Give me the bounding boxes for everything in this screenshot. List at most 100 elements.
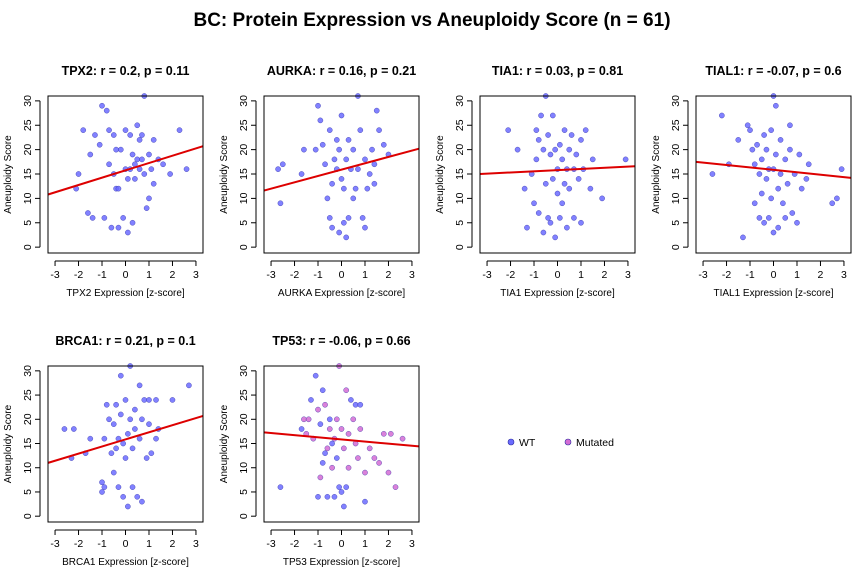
data-point (371, 180, 378, 187)
data-point (350, 416, 357, 423)
legend-swatch (564, 438, 572, 446)
data-point (124, 229, 131, 236)
x-tick-label: 0 (123, 269, 129, 281)
fit-line (263, 431, 420, 448)
y-tick-label: 5 (238, 220, 250, 226)
data-point (343, 484, 350, 490)
data-point (117, 372, 124, 379)
plot-frame (263, 95, 420, 254)
y-tick-label: 25 (454, 119, 466, 131)
data-point (578, 219, 584, 226)
data-point (340, 219, 347, 226)
y-tick-label: 0 (238, 244, 250, 250)
data-point (373, 107, 380, 114)
data-point (514, 146, 521, 153)
data-point (578, 137, 584, 143)
y-tick-label: 0 (238, 513, 250, 519)
data-point (744, 122, 751, 129)
data-point (324, 493, 331, 500)
y-tick-label: 25 (22, 389, 34, 401)
data-point (108, 450, 115, 457)
y-tick-label: 15 (22, 168, 34, 180)
x-tick-label: 0 (339, 538, 345, 550)
data-point (371, 455, 378, 461)
x-tick-label: -1 (313, 269, 322, 281)
data-point (357, 127, 364, 133)
data-point (599, 195, 605, 202)
x-tick-label: 0 (339, 269, 345, 281)
x-tick-label: 3 (193, 538, 199, 550)
data-point (340, 185, 347, 192)
data-point (110, 469, 117, 476)
data-point (622, 156, 629, 163)
data-point (336, 146, 343, 153)
data-point (505, 127, 512, 133)
data-point (183, 166, 190, 172)
data-point (535, 137, 542, 143)
x-tick-label: -3 (50, 269, 59, 281)
data-point (124, 176, 131, 182)
data-point (775, 185, 782, 192)
x-tick-label: 1 (578, 269, 584, 281)
x-tick-label: 0 (123, 538, 129, 550)
data-point (343, 156, 350, 163)
panel-title: TP53: r = -0.06, p = 0.66 (272, 334, 410, 348)
x-tick-label: -3 (50, 538, 59, 550)
y-axis-label: Aneuploidy Score (3, 135, 14, 214)
data-point (782, 215, 789, 221)
x-tick-label: 3 (193, 269, 199, 281)
data-point (355, 455, 361, 461)
data-point (139, 156, 145, 163)
data-point (545, 132, 551, 138)
data-point (357, 426, 364, 432)
data-point (92, 132, 98, 138)
x-tick-label: 2 (818, 269, 824, 281)
data-point (535, 210, 542, 216)
data-point (761, 132, 767, 138)
data-point (376, 460, 382, 466)
data-point (124, 503, 131, 510)
data-point (120, 215, 127, 221)
data-point (167, 171, 173, 177)
x-tick-label: -2 (290, 269, 299, 281)
data-point (571, 215, 577, 221)
data-point (153, 397, 159, 403)
data-point (99, 102, 105, 109)
data-point (392, 484, 399, 490)
x-tick-label: 3 (409, 269, 415, 281)
data-point (113, 146, 119, 153)
data-point (338, 426, 345, 432)
data-point (115, 224, 122, 231)
data-point (545, 215, 551, 221)
data-point (369, 146, 375, 153)
data-point (787, 146, 793, 153)
data-point (352, 185, 359, 192)
data-point (132, 176, 138, 182)
data-point (132, 426, 138, 432)
x-tick-label: 1 (362, 269, 368, 281)
data-point (751, 200, 758, 207)
data-point (319, 387, 326, 394)
panel-title: TIAL1: r = -0.07, p = 0.6 (705, 64, 841, 78)
legend-item: WT (507, 437, 536, 449)
data-point (146, 397, 152, 403)
data-point (122, 455, 129, 461)
y-tick-label: 30 (238, 365, 250, 377)
data-point (542, 180, 549, 187)
data-point (326, 127, 333, 133)
y-tick-label: 10 (238, 462, 250, 474)
data-point (338, 489, 345, 495)
data-point (540, 146, 547, 153)
data-point (366, 445, 373, 452)
data-point (399, 435, 406, 442)
x-tick-label: -1 (529, 269, 538, 281)
data-point (559, 156, 566, 163)
data-point (538, 112, 544, 119)
data-point (146, 195, 152, 202)
data-point (789, 210, 796, 216)
data-point (343, 234, 350, 241)
data-point (301, 416, 307, 423)
data-point (564, 224, 570, 231)
x-tick-label: 3 (409, 538, 415, 550)
